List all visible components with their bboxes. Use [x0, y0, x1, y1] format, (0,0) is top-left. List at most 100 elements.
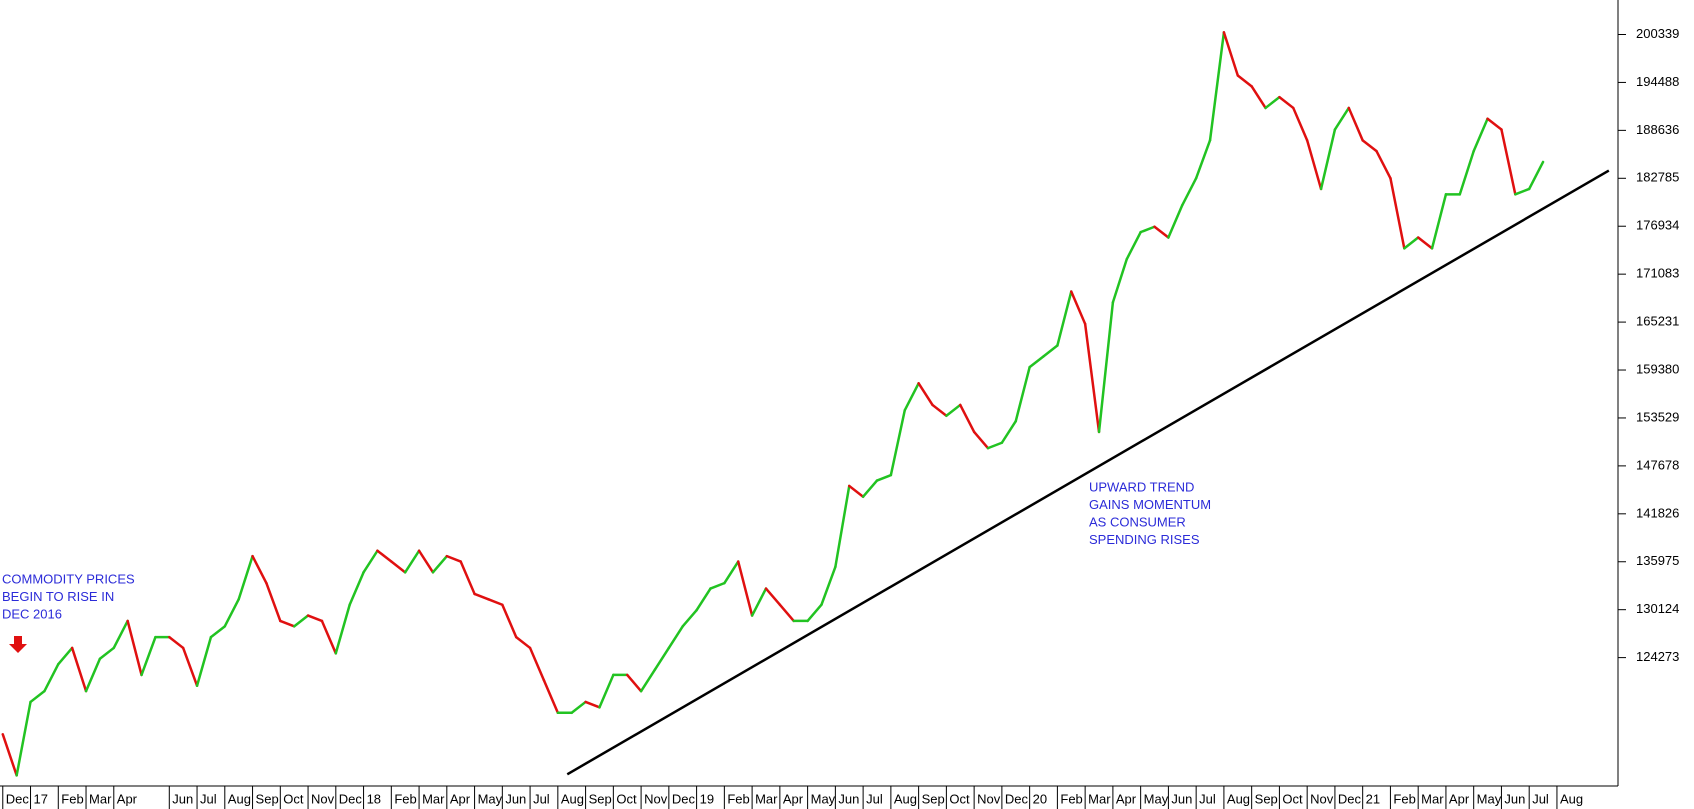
price-segment	[417, 549, 435, 574]
price-segment	[1111, 257, 1129, 304]
price-segment	[1347, 106, 1364, 142]
price-segment	[279, 619, 296, 628]
price-segment	[292, 614, 310, 628]
price-segment	[1181, 176, 1198, 207]
x-tick-label: Aug	[561, 791, 584, 806]
x-tick-label: Nov	[311, 791, 335, 806]
y-tick-label: 182785	[1636, 170, 1679, 185]
x-tick-label: Mar	[89, 791, 112, 806]
price-segment	[1000, 419, 1018, 444]
x-tick-label: Sep	[589, 791, 612, 806]
x-tick-label: 21	[1366, 791, 1380, 806]
price-segment	[625, 673, 643, 693]
arrow-icon	[9, 636, 27, 653]
price-segment	[972, 430, 990, 450]
price-segment	[723, 560, 740, 585]
x-tick-label: Apr	[783, 791, 804, 806]
y-tick-label: 141826	[1636, 505, 1679, 520]
price-segment	[1236, 74, 1253, 88]
price-segment	[820, 565, 837, 606]
price-segment	[917, 382, 934, 407]
price-segment	[251, 554, 268, 585]
price-segment	[29, 689, 46, 704]
price-segment	[181, 646, 199, 687]
x-tick-label: Apr	[1449, 791, 1470, 806]
price-segment	[70, 646, 88, 693]
price-segment	[223, 598, 240, 628]
price-segment	[376, 549, 393, 563]
x-tick-label: Aug	[894, 791, 917, 806]
price-segment	[903, 382, 920, 412]
x-tick-label: Mar	[1421, 791, 1444, 806]
price-segment	[1319, 128, 1337, 191]
y-tick-label: 165231	[1636, 314, 1679, 329]
price-segment	[15, 700, 32, 777]
x-tick-label: May	[478, 791, 503, 806]
y-tick-label: 176934	[1636, 218, 1679, 233]
price-segment	[806, 603, 823, 623]
x-tick-label: Feb	[61, 791, 83, 806]
y-tick-label: 130124	[1636, 601, 1679, 616]
price-segment	[570, 700, 587, 714]
price-segment	[1194, 139, 1212, 180]
annotation: BEGIN TO RISE IN	[2, 589, 114, 604]
price-segment	[140, 635, 157, 677]
price-segment	[1083, 322, 1101, 434]
y-tick-label: 188636	[1636, 122, 1679, 137]
x-tick-label: Jul	[200, 791, 217, 806]
price-segment	[959, 403, 976, 434]
price-segment	[653, 646, 671, 671]
price-segment	[1292, 106, 1309, 142]
annotation: UPWARD TREND	[1089, 479, 1194, 494]
price-segment	[334, 603, 351, 655]
price-segment	[1458, 149, 1475, 196]
annotation: DEC 2016	[2, 606, 62, 621]
price-segment	[237, 554, 254, 601]
x-tick-label: Feb	[394, 791, 416, 806]
price-segment	[639, 668, 657, 693]
price-segment	[1125, 230, 1142, 261]
x-tick-label: Sep	[256, 791, 279, 806]
price-segment	[1527, 160, 1545, 191]
price-segment	[1070, 290, 1087, 326]
y-tick-label: 200339	[1636, 26, 1679, 41]
annotation: GAINS MOMENTUM	[1089, 497, 1211, 512]
price-segment	[473, 592, 490, 601]
x-tick-label: Jul	[533, 791, 550, 806]
x-tick-label: Jun	[1171, 791, 1192, 806]
x-tick-label: Sep	[922, 791, 945, 806]
price-segment	[112, 619, 129, 650]
x-tick-label: Oct	[283, 791, 304, 806]
price-segment	[1028, 355, 1045, 369]
price-segment	[986, 441, 1004, 450]
price-segment	[584, 700, 601, 709]
price-segment	[1305, 139, 1323, 191]
price-segment	[736, 560, 754, 617]
price-segment	[320, 619, 338, 655]
price-segment	[945, 403, 962, 417]
x-tick-label: Dec	[1338, 791, 1362, 806]
price-segment	[459, 560, 476, 596]
x-tick-label: Dec	[1005, 791, 1029, 806]
x-tick-label: Oct	[616, 791, 637, 806]
x-tick-label: 20	[1033, 791, 1047, 806]
annotation: AS CONSUMER	[1089, 514, 1186, 529]
x-tick-label: Jul	[1532, 791, 1549, 806]
price-segment	[514, 635, 532, 650]
x-tick-label: Nov	[644, 791, 668, 806]
x-tick-label: Nov	[1310, 791, 1334, 806]
price-segment	[931, 403, 948, 417]
price-segment	[445, 554, 462, 563]
x-tick-label: Mar	[1088, 791, 1111, 806]
price-segment	[1361, 139, 1378, 153]
x-tick-label: 19	[700, 791, 714, 806]
annotation: SPENDING RISES	[1089, 532, 1200, 547]
x-tick-label: Aug	[1227, 791, 1250, 806]
price-segment	[43, 662, 60, 693]
price-segment	[598, 673, 615, 709]
price-segment	[403, 549, 421, 574]
price-segment	[667, 625, 684, 650]
x-tick-label: Sep	[1255, 791, 1278, 806]
price-segment	[306, 614, 324, 623]
